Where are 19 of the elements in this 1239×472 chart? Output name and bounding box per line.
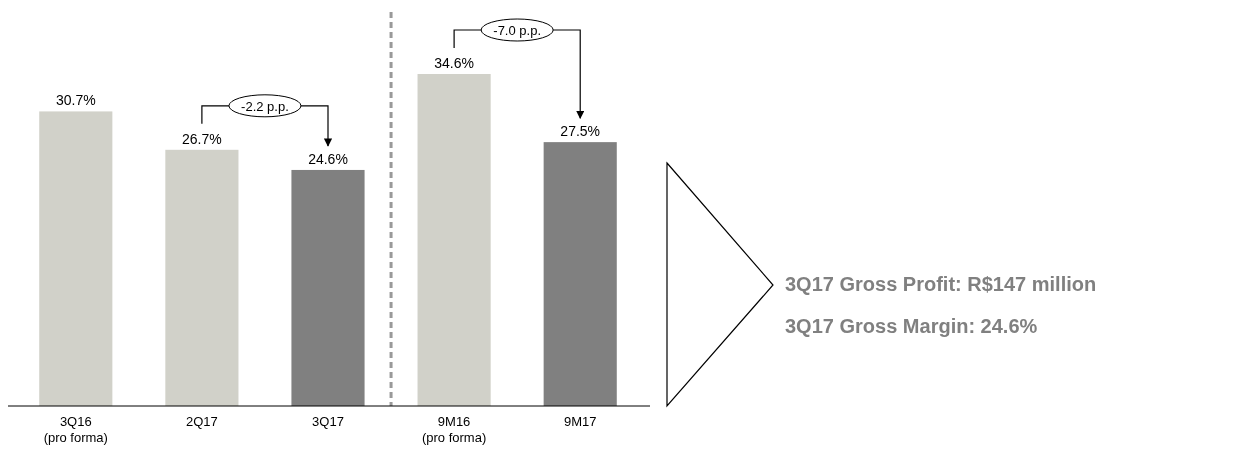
data-label: 27.5% [560, 123, 601, 140]
bar [543, 142, 617, 406]
text: 3Q17 Gross Profit: R$147 million [785, 273, 1097, 295]
x-tick-label: 3Q16 (pro forma) [43, 414, 108, 445]
bar [165, 149, 239, 406]
data-label: 24.6% [308, 150, 348, 167]
bar [417, 74, 491, 406]
x-tick-label: 2Q17 [185, 414, 218, 429]
text: 3Q17 Gross Margin: 24.6% [785, 315, 1038, 337]
x-tick-label: 3Q17 [312, 414, 344, 429]
x-tick-label: 9M16 (pro forma) [421, 414, 487, 445]
bar [291, 169, 365, 406]
data-label: 30.7% [55, 92, 96, 109]
text: -7.0 p.p. [493, 23, 542, 38]
data-label: 34.6% [434, 55, 474, 71]
bar [39, 111, 113, 406]
x-tick-label: 9M17 [563, 414, 597, 429]
data-label: 26.7% [182, 130, 222, 147]
annotation: -2.2 p.p. [241, 98, 289, 114]
